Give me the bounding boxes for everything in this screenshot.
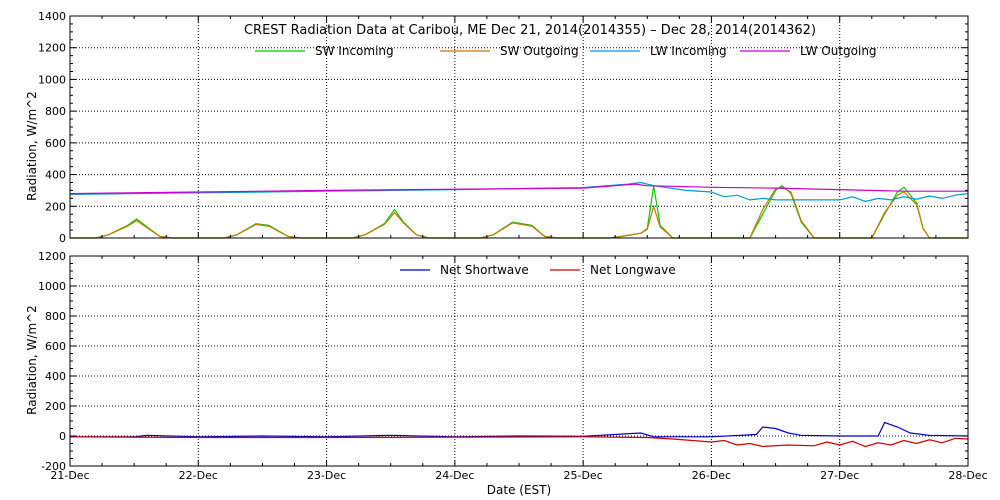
y-tick-label: 0 [59,430,66,443]
legend-label: Net Longwave [590,263,676,277]
y-tick-label: 1400 [38,10,66,23]
top-y-axis-label: Radiation, W/m^2 [25,91,39,201]
y-tick-label: 600 [45,340,66,353]
series-line-lw-outgoing [69,183,968,195]
y-tick-label: 1000 [38,280,66,293]
x-tick-label: 25-Dec [564,469,603,482]
x-axis-label: Date (EST) [487,483,551,497]
y-tick-label: 800 [45,310,66,323]
y-tick-label: 1000 [38,73,66,86]
y-tick-label: 400 [45,169,66,182]
legend-label: SW Incoming [315,44,394,58]
y-tick-label: 800 [45,105,66,118]
y-tick-label: 200 [45,200,66,213]
y-tick-label: 0 [59,232,66,245]
x-tick-label: 27-Dec [820,469,859,482]
x-tick-label: 26-Dec [692,469,731,482]
y-tick-label: 1200 [38,250,66,263]
series-line-net-longwave [69,436,969,448]
y-tick-label: 200 [45,400,66,413]
x-tick-label: 23-Dec [307,469,346,482]
x-tick-label: 22-Dec [179,469,218,482]
legend-label: SW Outgoing [500,44,579,58]
y-tick-label: 1200 [38,42,66,55]
y-tick-label: 600 [45,137,66,150]
x-tick-label: 21-Dec [50,469,89,482]
series-line-net-shortwave [70,421,969,438]
top-panel: 0 200 400 600 800 1000 1200 1400 SW Incoming SW O… [38,10,969,245]
chart-title: CREST Radiation Data at Caribou, ME Dec … [244,23,816,38]
x-tick-label: 28-Dec [948,469,987,482]
y-tick-label: 400 [45,370,66,383]
x-tick-label: 24-Dec [435,469,474,482]
legend-label: LW Outgoing [800,44,877,58]
bottom-y-axis-label: Radiation, W/m^2 [25,305,39,415]
legend-label: Net Shortwave [440,263,529,277]
bottom-panel: -200 0 200 400 600 800 1000 1200 21-Dec 22-Dec 23-… [38,250,988,482]
y-tick-label: -200 [41,460,66,473]
legend-label: LW Incoming [650,44,727,58]
